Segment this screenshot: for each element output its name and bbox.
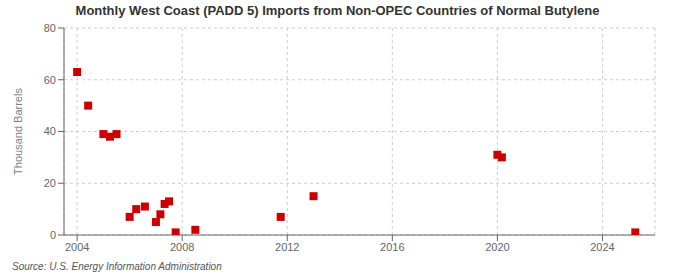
svg-text:80: 80 [44,22,56,34]
html-text:Monthly West Coast (PADD 5) Im: Monthly West Coast (PADD 5) Imports from… [75,3,600,18]
svg-text:Thousand Barrels: Thousand Barrels [12,88,24,175]
svg-text:2008: 2008 [170,241,194,253]
svg-text:2024: 2024 [590,241,614,253]
svg-text:60: 60 [44,74,56,86]
html-text:Source: U.S. Energy Informatio: Source: U.S. Energy Information Administ… [12,261,222,272]
svg-text:2012: 2012 [275,241,299,253]
svg-text:40: 40 [44,125,56,137]
svg-text:2020: 2020 [485,241,509,253]
svg-text:20: 20 [44,177,56,189]
svg-text:2004: 2004 [65,241,89,253]
svg-text:0: 0 [50,229,56,241]
svg-text:2016: 2016 [380,241,404,253]
